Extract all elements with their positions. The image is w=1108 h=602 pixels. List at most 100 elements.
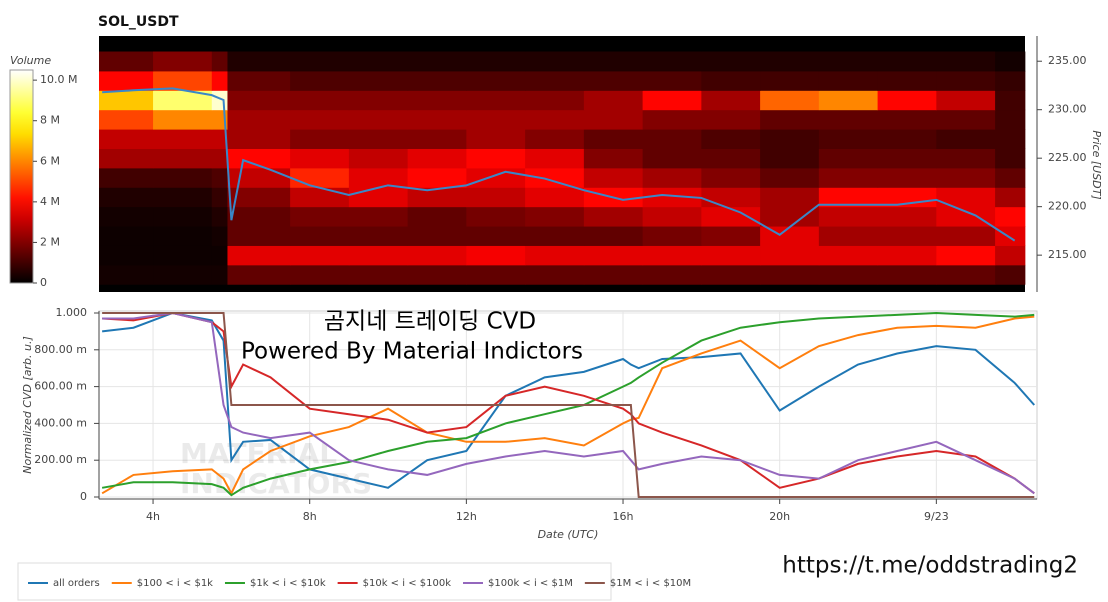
y-tick-label: 400.00 m: [34, 416, 87, 429]
heatmap-cell: [227, 206, 291, 227]
heatmap-cell: [642, 129, 702, 149]
watermark: MATERIAL: [180, 437, 337, 470]
heatmap-cell: [227, 90, 291, 111]
x-tick-label: 16h: [613, 510, 634, 523]
heatmap-cell: [936, 51, 996, 72]
heatmap-cell: [583, 245, 644, 266]
heatmap-cell: [525, 109, 585, 130]
heatmap-cell: [153, 187, 213, 208]
heatmap-cell: [760, 148, 820, 169]
heatmap-cell: [642, 148, 702, 169]
heatmap-cell: [995, 264, 1026, 285]
heatmap-cell: [877, 51, 937, 72]
heatmap-cell: [99, 129, 154, 149]
heatmap-cell: [227, 187, 291, 208]
heatmap-cell: [760, 129, 820, 149]
heatmap-cell: [211, 129, 228, 149]
heatmap-cell: [99, 226, 154, 246]
heatmap-cell: [877, 264, 937, 285]
heatmap-cell: [877, 167, 937, 188]
heatmap-cell: [153, 109, 213, 130]
heatmap-cell: [701, 90, 761, 111]
colorbar-tick-label: 0: [40, 276, 47, 289]
price-line: [102, 87, 1016, 242]
heatmap-cell: [877, 206, 937, 227]
heatmap-cell: [760, 245, 820, 266]
heatmap-cell: [936, 245, 996, 266]
heatmap-cell: [525, 187, 585, 208]
heatmap-cell: [818, 245, 879, 266]
heatmap-cell: [525, 148, 585, 169]
heatmap-cell: [936, 167, 996, 188]
heatmap-cell: [995, 226, 1026, 246]
heatmap-cell: [211, 206, 228, 227]
heatmap-cell: [290, 70, 350, 91]
colorbar-tick-label: 10.0 M: [40, 73, 77, 86]
chart-title: SOL_USDT: [98, 14, 179, 30]
heatmap-cell: [348, 109, 409, 130]
cvd-line: [102, 312, 1035, 498]
heatmap-cell: [466, 264, 526, 285]
heatmap-cell: [936, 90, 996, 111]
y-tick-label: 225.00: [1048, 151, 1087, 164]
heatmap-cell: [760, 187, 820, 208]
heatmap-cell: [525, 70, 585, 91]
cvd-line: [101, 311, 1035, 497]
heatmap-cell: [642, 264, 702, 285]
heatmap-cell: [153, 70, 213, 91]
heatmap-cell: [290, 187, 350, 208]
heatmap-cell: [760, 90, 820, 111]
heatmap-cell: [877, 226, 937, 246]
heatmap-cell: [99, 167, 154, 188]
heatmap-cell: [760, 167, 820, 188]
y-tick-label: 600.00 m: [34, 380, 87, 393]
heatmap-cell: [995, 148, 1026, 169]
heatmap-cell: [995, 245, 1026, 266]
heatmap-cell: [701, 51, 761, 72]
heatmap-cell: [227, 167, 291, 188]
heatmap-cell: [936, 187, 996, 208]
heatmap-cell: [227, 264, 291, 285]
heatmap-cell: [348, 226, 409, 246]
colorbar-title: Volume: [10, 54, 51, 67]
heatmap-cell: [701, 187, 761, 208]
heatmap-cell: [995, 109, 1026, 130]
heatmap-cell: [153, 51, 213, 72]
heatmap-cell: [211, 70, 228, 91]
y-tick-label: 215.00: [1048, 248, 1087, 261]
heatmap-cell: [466, 206, 526, 227]
legend-box: [17, 562, 612, 601]
heatmap-cell: [466, 129, 526, 149]
heatmap-cell: [153, 148, 213, 169]
heatmap-cell: [407, 187, 467, 208]
heatmap-cell: [818, 226, 879, 246]
y-tick-label: 220.00: [1048, 200, 1087, 213]
heatmap-cell: [525, 129, 585, 149]
heatmap-cell: [877, 148, 937, 169]
heatmap-cell: [348, 90, 409, 111]
heatmap-cell: [153, 129, 213, 149]
heatmap-cell: [407, 245, 467, 266]
heatmap-cell: [525, 245, 585, 266]
heatmap-cell: [99, 187, 154, 208]
heatmap-cell: [760, 206, 820, 227]
heatmap-cell: [348, 206, 409, 227]
heatmap-cell: [466, 51, 526, 72]
heatmap-cell: [818, 90, 879, 111]
heatmap-cell: [583, 206, 644, 227]
heatmap-cell: [99, 90, 154, 111]
heatmap-cell: [818, 206, 879, 227]
heatmap-cell: [642, 51, 702, 72]
heatmap-cell: [466, 148, 526, 169]
heatmap-cell: [290, 148, 350, 169]
heatmap-cell: [936, 109, 996, 130]
heatmap-cell: [583, 129, 644, 149]
heatmap-cell: [290, 129, 350, 149]
legend-label: $1k < i < $10k: [250, 578, 326, 589]
heatmap-cell: [818, 167, 879, 188]
heatmap-cell: [153, 90, 213, 111]
x-tick-label: 8h: [303, 510, 317, 523]
heatmap-cell: [701, 264, 761, 285]
heatmap-cell: [466, 70, 526, 91]
